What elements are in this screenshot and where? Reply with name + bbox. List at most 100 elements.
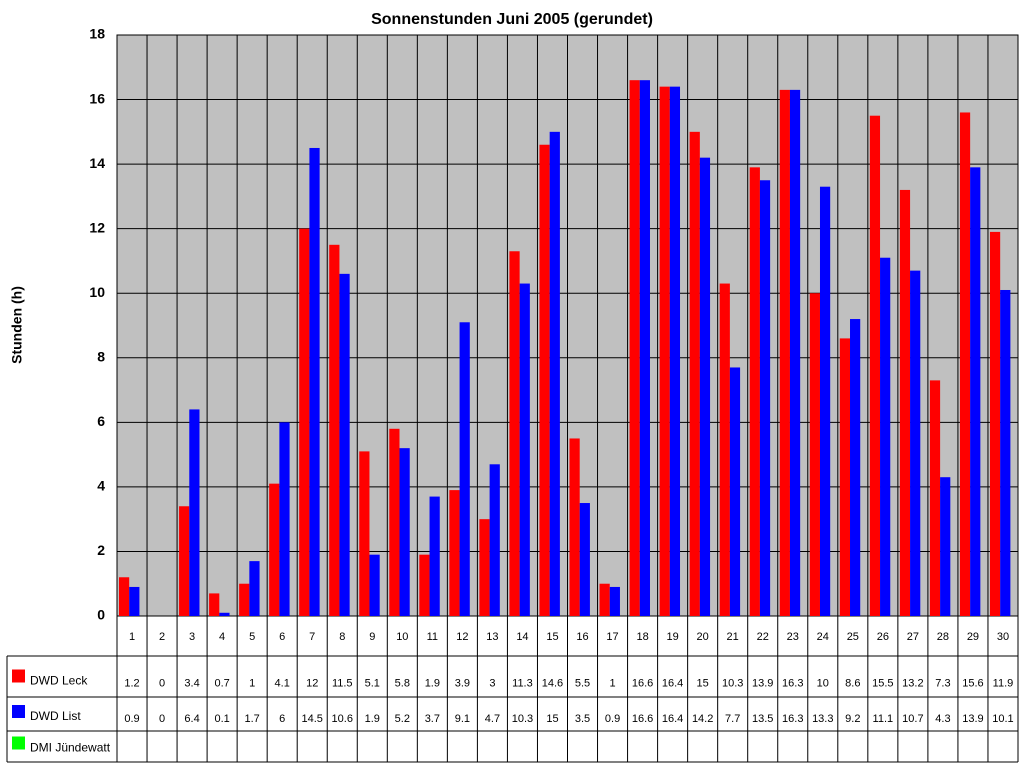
bar [389,428,400,616]
table-value: 14.5 [302,713,323,725]
bar [839,338,851,616]
bar [569,438,580,616]
table-value: 4.7 [485,713,500,725]
bar [399,448,410,616]
table-value: 1.9 [425,677,440,689]
bar [309,147,320,616]
x-tick-label: 12 [456,631,468,643]
table-value: 1.7 [245,713,260,725]
bar [880,257,891,616]
table-value: 4.3 [935,713,950,725]
bar [489,464,500,616]
table-value: 5.2 [395,713,410,725]
x-tick-label: 1 [129,631,135,643]
bar [209,593,220,616]
bar [429,496,440,616]
x-tick-label: 8 [339,631,345,643]
table-value: 10.1 [992,713,1013,725]
bar [629,80,640,616]
table-value: 1.9 [365,713,380,725]
bar [819,186,831,616]
table-value: 3.4 [184,677,199,689]
bar [129,586,140,616]
y-axis-label: Stunden (h) [9,286,25,364]
bar [609,586,620,616]
bar [239,583,250,616]
bar [719,283,730,616]
table-value: 13.9 [962,713,983,725]
table-value: 10 [817,677,829,689]
bar [249,561,260,616]
table-value: 1 [609,677,615,689]
table-value: 10.7 [902,713,923,725]
table-value: 0.9 [605,713,620,725]
legend-label: DWD Leck [30,674,88,688]
x-tick-label: 11 [427,631,438,643]
x-tick-label: 2 [159,631,165,643]
x-tick-label: 10 [396,631,408,643]
y-tick-label: 18 [89,26,105,42]
x-tick-label: 21 [727,631,739,643]
table-value: 9.1 [455,713,470,725]
table-value: 6 [279,713,285,725]
bar [789,89,801,617]
bar [579,503,590,616]
x-tick-label: 28 [937,631,949,643]
table-value: 11.1 [873,713,894,725]
bar [759,180,771,616]
bar [959,112,971,616]
y-tick-label: 8 [97,348,105,364]
table-value: 10.3 [512,713,533,725]
table-value: 13.2 [902,677,923,689]
bar [339,273,350,616]
bar [459,322,470,616]
x-tick-label: 3 [189,631,195,643]
table-value: 13.9 [752,677,773,689]
bar [479,519,490,616]
bar [369,554,380,616]
table-value: 0.1 [214,713,229,725]
table-value: 1 [249,677,255,689]
legend-swatch [12,705,25,718]
y-tick-label: 12 [89,219,105,235]
bar [940,477,951,616]
x-tick-label: 9 [369,631,375,643]
y-tick-label: 16 [89,90,105,106]
table-value: 6.4 [184,713,199,725]
chart-title: Sonnenstunden Juni 2005 (gerundet) [371,11,653,28]
bar [669,86,681,616]
bar [599,583,610,616]
x-tick-label: 14 [516,631,528,643]
x-tick-label: 7 [309,631,315,643]
table-value: 16.4 [662,677,683,689]
table-value: 7.3 [935,677,950,689]
table-value: 7.7 [725,713,740,725]
table-value: 15 [697,677,709,689]
table-value: 15.5 [872,677,893,689]
bar [219,612,230,616]
table-value: 15 [546,713,558,725]
table-value: 16.4 [662,713,683,725]
bar [639,80,650,616]
table-value: 0.9 [124,713,139,725]
bar [419,554,430,616]
bar [869,115,881,616]
table-value: 16.3 [782,713,803,725]
table-value: 14.6 [542,677,563,689]
x-tick-label: 15 [546,631,558,643]
bar [659,86,670,616]
x-tick-label: 29 [967,631,979,643]
bar [749,167,760,617]
y-tick-label: 6 [97,413,105,429]
table-value: 16.6 [632,713,653,725]
y-tick-label: 4 [97,478,105,494]
table-value: 3.7 [425,713,440,725]
table-value: 0 [159,677,165,689]
bar [689,131,700,617]
bar [809,293,820,616]
table-value: 5.8 [395,677,410,689]
bar [699,157,711,616]
bar [509,251,520,616]
legend-label: DWD List [30,709,81,723]
